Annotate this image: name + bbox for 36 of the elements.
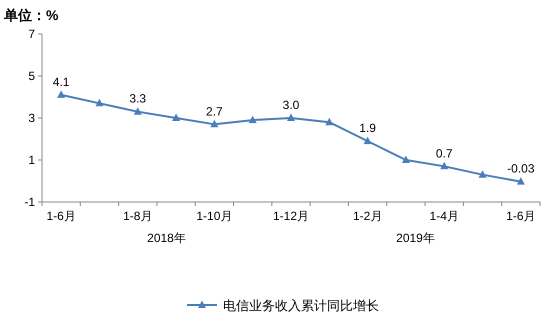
x-tick-label: 1-10月 [196, 209, 232, 223]
point [478, 170, 487, 178]
data-label: 1.9 [359, 121, 376, 136]
y-tick-label: 5 [28, 69, 36, 83]
x-tick-label: 1-2月 [352, 209, 382, 223]
point [95, 98, 104, 106]
data-label: 3.0 [282, 98, 300, 112]
data-label: 2.7 [206, 104, 224, 118]
data-label: -0.03 [507, 162, 535, 176]
data-label: 3.3 [129, 92, 146, 106]
y-tick-label: -1 [24, 195, 36, 209]
y-tick-label: 1 [28, 153, 36, 167]
y-tick-label: 3 [28, 111, 36, 125]
y-tick-label: 7 [28, 27, 36, 41]
point [440, 162, 448, 170]
point [57, 90, 66, 98]
x-tick-label: 1-6月 [506, 209, 536, 223]
text: 2018年 [147, 231, 186, 245]
x-tick-label: 1-8月 [123, 209, 152, 223]
x-tick-label: 1-6月 [46, 209, 76, 223]
point [287, 114, 295, 121]
text: 2019年 [396, 231, 435, 245]
point [210, 120, 218, 128]
data-label: 4.1 [52, 74, 70, 89]
point [516, 177, 525, 185]
y-axis-title: 单位：% [3, 7, 59, 23]
legend-label: 电信业务收入累计同比增长 [223, 298, 379, 313]
data-label: 0.7 [436, 146, 453, 160]
x-tick-label: 1-4月 [430, 209, 459, 223]
point [325, 118, 334, 126]
point [402, 156, 410, 163]
point [248, 116, 257, 124]
x-tick-label: 1-12月 [272, 209, 310, 223]
point [134, 107, 142, 115]
point [172, 114, 180, 121]
point [364, 136, 372, 144]
